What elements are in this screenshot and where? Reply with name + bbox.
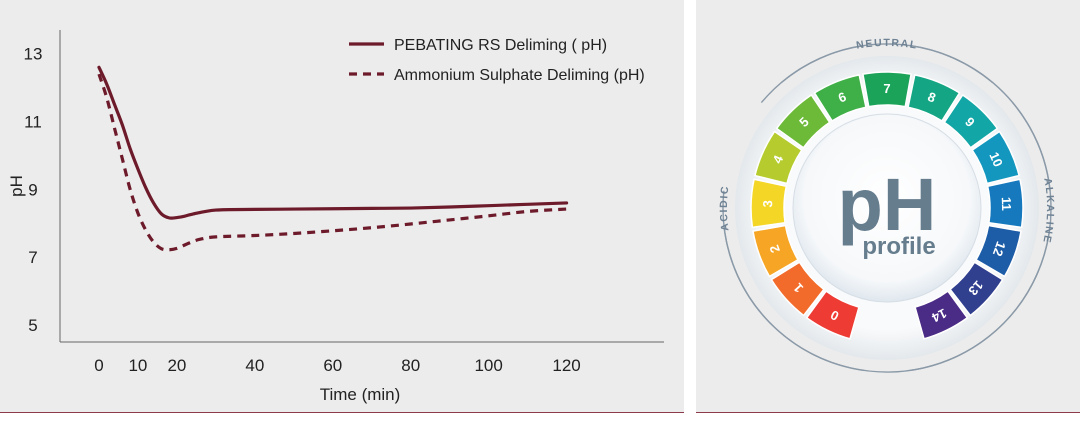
ph-center-subtitle: profile [862,233,935,260]
x-axis-label: Time (min) [320,385,401,404]
y-tick-label: 5 [28,316,37,335]
ph-center-title: pH [838,163,937,246]
ph-segment-4 [754,130,803,185]
legend-label: PEBATING RS Deliming ( pH) [394,37,607,54]
ph-segment-label: 3 [760,200,775,208]
wheel-center-disc [792,113,982,303]
x-tick-label: 120 [552,356,580,375]
series-line-ammonium-sulphate [97,73,567,252]
ph-segment-11 [986,178,1024,229]
series-line-pebating [97,65,569,220]
y-tick-label: 7 [28,248,37,267]
legend-label: Ammonium Sulphate Deliming (pH) [394,67,645,84]
ph-segment-13 [949,261,1004,317]
ph-segment-10 [971,130,1020,185]
ph-profile-wheel: NEUTRALACIDICALKALINE0123456789101112131… [718,37,1056,373]
x-tick-label: 10 [128,356,147,375]
alkaline-bracket-arc [909,225,1051,372]
ph-segment-8 [907,74,961,122]
alkaline-label: ALKALINE [1040,177,1056,245]
ph-segment-0 [805,290,860,340]
ph-segment-label: 7 [883,81,890,96]
ph-segment-6 [813,74,867,122]
ph-segment-2 [752,224,799,278]
ph-line-chart: 5 7 9 11 13 0 10 20 40 60 80 100 120 Time (min) pH PEBA… [7,30,664,404]
ph-segment-12 [975,224,1022,278]
y-axis-label: pH [7,175,26,197]
x-tick-label: 80 [401,356,420,375]
ph-segment-9 [943,94,999,149]
alkaline-bracket-arc [1012,102,1051,191]
ph-profile-panel: NEUTRAL ACIDIC ALKALINE 0 1 2 3 4 5 6 7 8 9 10 11 12 13 1… [696,0,1080,412]
neutral-label: NEUTRAL [855,37,918,52]
ph-panel-underline [696,412,1080,413]
chart-panel: 5 7 9 11 13 0 10 20 40 60 80 100 120 Time (min) pH PEBA… [0,0,684,412]
chart-panel-underline [0,412,684,413]
y-tick-label: 13 [24,45,43,64]
ph-segment-label: 2 [766,243,783,255]
x-tick-label: 100 [474,356,502,375]
ph-segment-7 [862,71,912,108]
x-tick-label: 20 [167,356,186,375]
ph-segment-3 [750,178,788,229]
ph-segment-label: 14 [929,305,949,325]
ph-segment-label: 11 [999,197,1014,211]
ph-segment-label: 12 [990,240,1009,259]
y-tick-label: 9 [28,180,37,199]
x-tick-label: 40 [245,356,264,375]
x-tick-label: 60 [323,356,342,375]
ph-segment-1 [770,261,825,317]
ph-segment-label: 10 [986,150,1006,169]
x-tick-label: 0 [94,356,103,375]
ph-segment-14 [914,290,969,340]
acidic-label: ACIDIC [718,184,732,231]
ph-segment-5 [775,94,831,149]
y-tick-label: 11 [24,113,42,132]
